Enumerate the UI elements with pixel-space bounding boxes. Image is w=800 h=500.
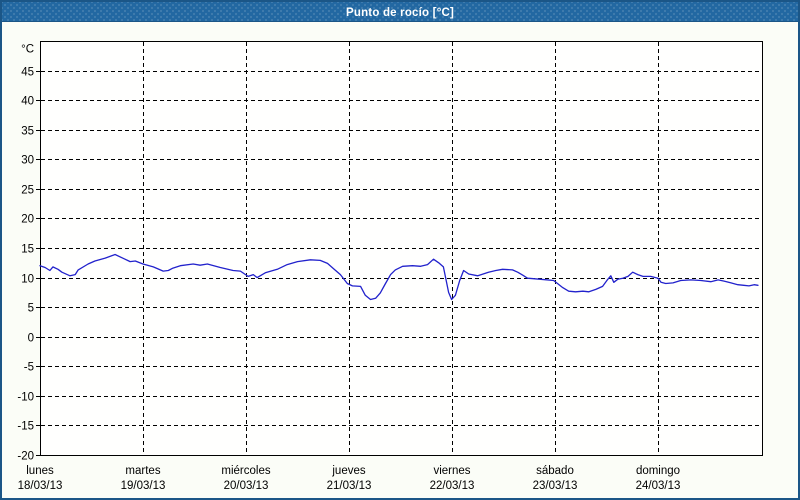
y-tick-label: 0 xyxy=(28,333,34,345)
day-date-label: 20/03/13 xyxy=(224,480,269,492)
y-tick-label: -10 xyxy=(17,392,34,404)
day-name-label: domingo xyxy=(636,465,680,477)
y-tick-label: 30 xyxy=(21,155,34,167)
y-tick-label: 5 xyxy=(28,303,34,315)
y-tick-label: -5 xyxy=(24,362,34,374)
day-name-label: martes xyxy=(125,465,160,477)
day-name-label: miércoles xyxy=(221,465,270,477)
y-tick-label: -15 xyxy=(17,421,34,433)
day-date-label: 22/03/13 xyxy=(430,480,475,492)
day-date-label: 18/03/13 xyxy=(18,480,63,492)
y-tick-label: -20 xyxy=(17,451,34,463)
chart-area: 45 40 35 30 25 20 15 10 5 0 -5 -10 -15 -20 °C lunes 18/0… xyxy=(2,22,798,498)
y-tick-label: 40 xyxy=(21,96,34,108)
day-name-label: viernes xyxy=(433,465,470,477)
chart-title-bar: Punto de rocío [°C] xyxy=(2,2,798,22)
chart-title: Punto de rocío [°C] xyxy=(345,7,455,19)
y-tick-label: 25 xyxy=(21,185,34,197)
dew-point-series-line xyxy=(39,253,759,301)
day-date-label: 19/03/13 xyxy=(121,480,166,492)
day-name-label: jueves xyxy=(331,465,365,477)
day-date-label: 21/03/13 xyxy=(327,480,372,492)
day-date-label: 23/03/13 xyxy=(533,480,578,492)
y-tick-label: 35 xyxy=(21,126,34,138)
day-date-label: 24/03/13 xyxy=(636,480,681,492)
y-tick-label: 15 xyxy=(21,244,34,256)
day-name-label: sábado xyxy=(536,465,574,477)
y-tick-label: 45 xyxy=(21,67,34,79)
dew-point-chart: 45 40 35 30 25 20 15 10 5 0 -5 -10 -15 -20 °C lunes 18/0… xyxy=(17,41,763,492)
day-name-label: lunes xyxy=(26,465,54,477)
y-tick-label: 20 xyxy=(21,214,34,226)
y-tick-label: 10 xyxy=(21,274,34,286)
y-axis-unit-label: °C xyxy=(21,44,34,56)
